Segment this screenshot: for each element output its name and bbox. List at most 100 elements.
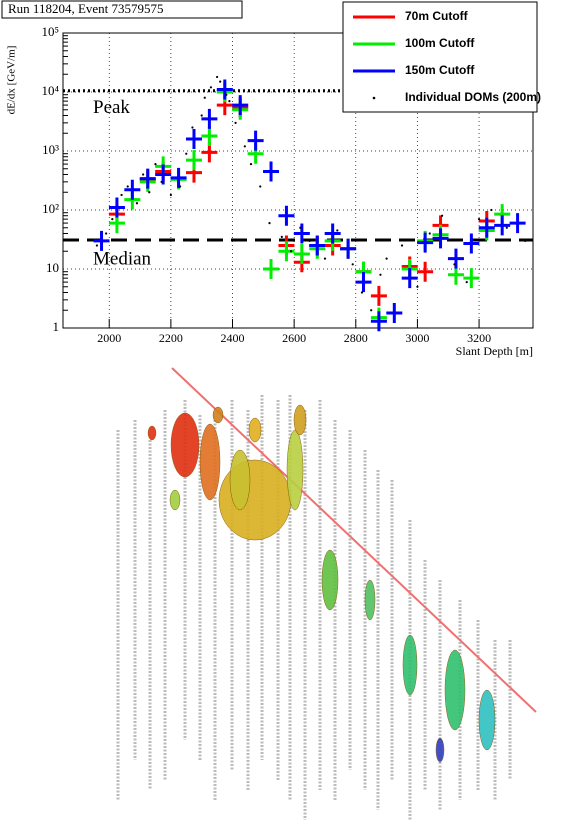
hit <box>402 634 418 696</box>
dom-point <box>126 185 129 188</box>
legend-label: 100m Cutoff <box>405 36 475 50</box>
y-tick-label: 10⁴ <box>41 83 59 98</box>
error-cross <box>432 228 449 249</box>
error-cross <box>185 150 202 171</box>
error-cross <box>232 95 249 116</box>
dom-point <box>234 121 237 124</box>
error-cross <box>417 232 434 253</box>
dom-point <box>336 229 339 232</box>
error-cross <box>386 302 403 323</box>
dom-point <box>135 202 139 205</box>
hit <box>218 459 292 541</box>
legend-label: 150m Cutoff <box>405 63 475 77</box>
error-cross <box>370 285 387 306</box>
dom-point <box>299 226 302 229</box>
dom-point <box>179 185 182 188</box>
dom-point <box>105 232 108 235</box>
dom-point <box>505 226 508 229</box>
dom-point <box>360 291 364 294</box>
dom-point <box>465 280 468 284</box>
error-cross <box>509 213 526 234</box>
dom-point <box>268 221 271 225</box>
error-cross <box>263 161 280 182</box>
x-tick-label: 2800 <box>344 331 368 345</box>
dom-point <box>400 244 404 247</box>
chart-title: Run 118204, Event 73579575 <box>8 1 164 16</box>
dom-point <box>225 93 228 96</box>
dom-point <box>259 185 262 188</box>
dom-point <box>289 250 293 253</box>
hit <box>444 649 466 731</box>
legend-label: 70m Cutoff <box>405 9 469 23</box>
hit <box>293 404 307 436</box>
dom-point <box>219 80 222 83</box>
x-tick-label: 2600 <box>282 331 306 345</box>
error-cross <box>93 230 110 251</box>
dom-point <box>524 239 527 242</box>
error-cross <box>324 223 341 244</box>
y-tick-label: 1 <box>53 319 60 334</box>
dom-point <box>142 173 145 176</box>
plot-frame <box>62 32 534 329</box>
dom-point <box>280 235 283 238</box>
hit <box>321 549 339 611</box>
dom-point <box>191 126 194 129</box>
error-cross <box>108 197 125 218</box>
dom-point <box>209 86 213 89</box>
dom-point <box>490 208 493 212</box>
dom-point <box>200 114 203 117</box>
hit <box>170 412 200 478</box>
error-cross <box>293 243 310 264</box>
y-tick-label: 10⁵ <box>41 24 59 39</box>
dom-point <box>120 193 123 197</box>
annotation: Peak <box>93 97 130 118</box>
error-cross <box>417 261 434 282</box>
title-box <box>1 0 243 19</box>
dom-point <box>385 257 388 260</box>
error-cross <box>155 164 172 185</box>
dom-point <box>215 75 219 79</box>
dom-point <box>323 257 327 260</box>
error-cross <box>139 168 156 189</box>
annotation: Median <box>93 248 152 269</box>
hit <box>147 425 157 441</box>
hit <box>212 406 224 424</box>
dom-point <box>428 232 431 235</box>
dom-point <box>308 239 311 242</box>
y-axis-label: dE/dx [GeV/m] <box>6 46 18 115</box>
dom-point <box>453 263 456 266</box>
error-cross <box>463 268 480 289</box>
error-cross <box>340 238 357 259</box>
x-axis-label: Slant Depth [m] <box>456 344 533 358</box>
x-tick-label: 3200 <box>467 331 491 345</box>
error-cross <box>185 128 202 149</box>
error-cross <box>263 259 280 279</box>
dom-point <box>160 180 163 183</box>
dom-point <box>148 191 151 194</box>
dom-point <box>440 214 444 217</box>
dom-point <box>416 285 419 288</box>
hit <box>229 449 251 511</box>
dom-point <box>203 96 206 99</box>
legend-label: Individual DOMs (200m) <box>405 90 541 104</box>
dom-point <box>351 263 354 266</box>
dom-point <box>379 273 382 276</box>
hit <box>248 417 262 443</box>
y-tick-label: 10 <box>46 260 59 275</box>
track <box>171 367 537 713</box>
dom-point <box>249 162 253 166</box>
y-tick-label: 10³ <box>42 142 59 157</box>
error-cross <box>447 248 464 269</box>
error-cross <box>309 235 326 256</box>
dom-point <box>169 193 172 197</box>
error-cross <box>278 205 295 226</box>
hit <box>199 423 221 501</box>
error-cross <box>170 167 187 188</box>
error-cross <box>216 79 233 100</box>
dom-point <box>477 218 481 221</box>
x-tick-label: 2400 <box>221 331 245 345</box>
x-tick-label: 3000 <box>405 331 429 345</box>
legend-swatch <box>372 96 376 100</box>
hit <box>364 579 376 621</box>
